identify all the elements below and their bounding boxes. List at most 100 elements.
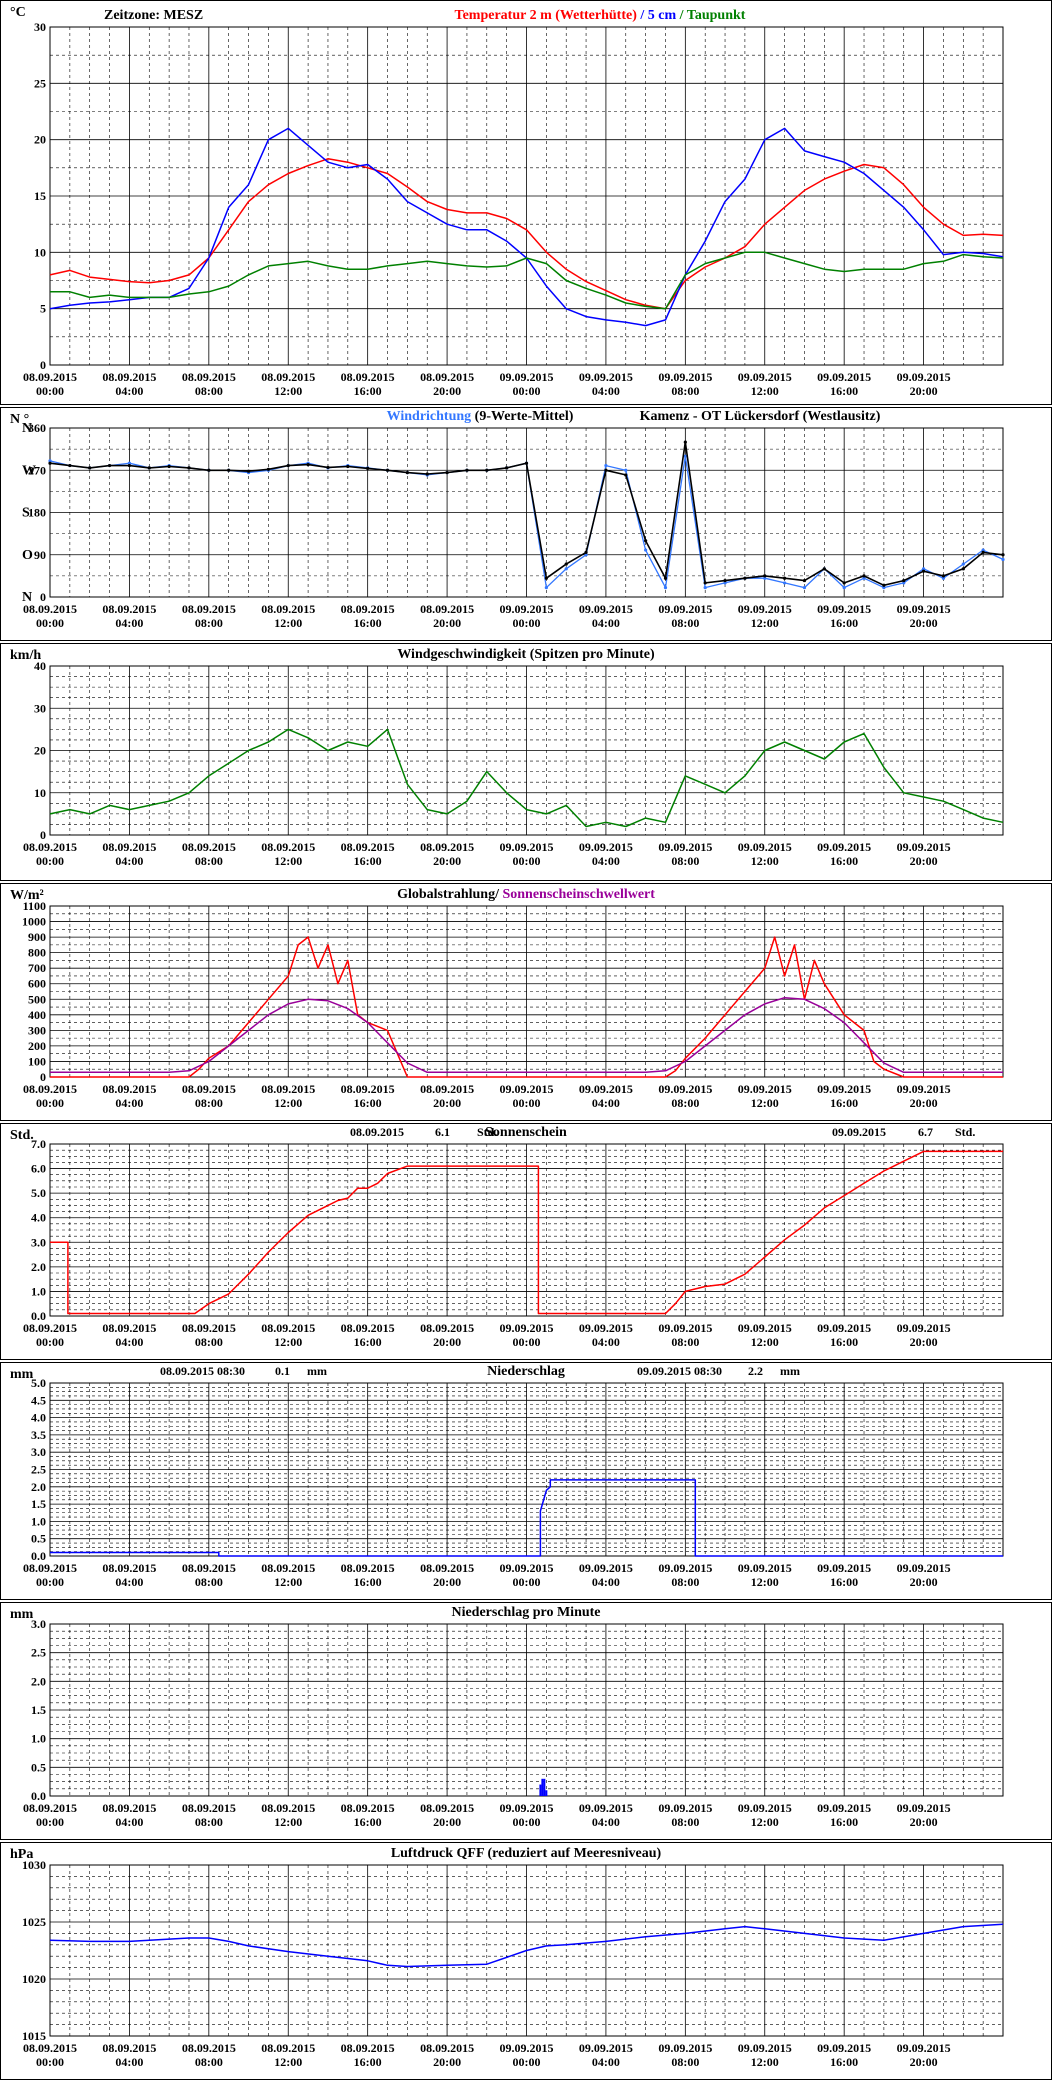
x-tick-time: 04:00 bbox=[115, 616, 143, 630]
series-line bbox=[49, 1923, 1004, 1968]
x-tick-date: 09.09.2015 bbox=[658, 602, 712, 616]
x-tick-date: 08.09.2015 bbox=[182, 602, 236, 616]
y-tick-label: 90 bbox=[34, 548, 46, 562]
x-tick-date: 09.09.2015 bbox=[500, 602, 554, 616]
data-point bbox=[624, 473, 628, 477]
x-tick-date: 09.09.2015 bbox=[658, 1082, 712, 1096]
x-tick-date: 08.09.2015 bbox=[23, 1321, 77, 1335]
data-point bbox=[902, 581, 906, 585]
x-tick-time: 12:00 bbox=[751, 1096, 779, 1110]
unit-label: W/m² bbox=[10, 888, 44, 903]
x-tick-date: 09.09.2015 bbox=[738, 1082, 792, 1096]
x-tick-date: 08.09.2015 bbox=[261, 370, 315, 384]
panel-frame bbox=[0, 1362, 1052, 1600]
x-tick-date: 09.09.2015 bbox=[658, 370, 712, 384]
direction-label: N bbox=[22, 590, 32, 605]
title-part: Sonnenscheinschwellwert bbox=[499, 887, 655, 902]
x-tick-time: 08:00 bbox=[195, 384, 223, 398]
x-tick-date: 08.09.2015 bbox=[261, 602, 315, 616]
x-tick-time: 16:00 bbox=[830, 616, 858, 630]
y-tick-label: 4.0 bbox=[31, 1211, 46, 1225]
annotation-value: 2.2 bbox=[748, 1364, 763, 1378]
x-tick-date: 09.09.2015 bbox=[738, 1561, 792, 1575]
x-tick-date: 09.09.2015 bbox=[658, 1561, 712, 1575]
x-tick-date: 08.09.2015 bbox=[420, 1801, 474, 1815]
x-tick-time: 16:00 bbox=[354, 1815, 382, 1829]
x-tick-time: 12:00 bbox=[274, 1335, 302, 1349]
x-tick-time: 08:00 bbox=[671, 1575, 699, 1589]
data-point bbox=[604, 463, 608, 468]
x-tick-date: 08.09.2015 bbox=[341, 602, 395, 616]
x-tick-time: 12:00 bbox=[274, 384, 302, 398]
x-tick-date: 08.09.2015 bbox=[341, 1561, 395, 1575]
x-tick-date: 09.09.2015 bbox=[579, 1082, 633, 1096]
plot-frame bbox=[49, 427, 1004, 598]
x-tick-time: 00:00 bbox=[36, 854, 64, 868]
chart-title: Niederschlag bbox=[487, 1364, 565, 1379]
x-tick-date: 09.09.2015 bbox=[500, 1801, 554, 1815]
x-tick-time: 20:00 bbox=[433, 616, 461, 630]
y-tick-label: 0.5 bbox=[31, 1532, 46, 1546]
panel-frame bbox=[0, 883, 1052, 1121]
annotation-value: 6.1 bbox=[435, 1125, 450, 1139]
panel-frame bbox=[0, 1602, 1052, 1840]
data-point bbox=[961, 562, 965, 566]
title-part: Windrichtung bbox=[387, 409, 472, 424]
panel-frame bbox=[0, 407, 1052, 641]
plot-frame bbox=[49, 1864, 1004, 2037]
x-tick-time: 00:00 bbox=[513, 1815, 541, 1829]
data-point bbox=[227, 468, 231, 472]
panel-frame bbox=[0, 1123, 1052, 1360]
chart-title: Niederschlag pro Minute bbox=[451, 1605, 600, 1620]
x-tick-time: 16:00 bbox=[354, 1335, 382, 1349]
x-tick-date: 08.09.2015 bbox=[420, 370, 474, 384]
x-tick-time: 08:00 bbox=[671, 616, 699, 630]
plot-frame bbox=[49, 1623, 1004, 1797]
x-tick-time: 12:00 bbox=[751, 616, 779, 630]
data-point bbox=[266, 467, 270, 471]
unit-label: N ° bbox=[10, 412, 29, 427]
x-tick-date: 08.09.2015 bbox=[420, 1321, 474, 1335]
x-tick-date: 08.09.2015 bbox=[261, 1321, 315, 1335]
x-tick-date: 09.09.2015 bbox=[658, 1801, 712, 1815]
y-tick-label: 10 bbox=[34, 786, 46, 800]
y-tick-label: 0 bbox=[40, 1070, 46, 1084]
y-tick-label: 2.0 bbox=[31, 1674, 46, 1688]
x-tick-date: 09.09.2015 bbox=[897, 2041, 951, 2055]
x-tick-time: 20:00 bbox=[433, 2055, 461, 2069]
x-tick-time: 20:00 bbox=[433, 1096, 461, 1110]
data-point bbox=[167, 464, 171, 469]
plot-frame bbox=[49, 1143, 1004, 1317]
data-point bbox=[763, 576, 767, 580]
x-tick-time: 12:00 bbox=[751, 1815, 779, 1829]
x-tick-time: 00:00 bbox=[36, 384, 64, 398]
x-tick-date: 09.09.2015 bbox=[579, 1561, 633, 1575]
x-tick-time: 04:00 bbox=[592, 1575, 620, 1589]
x-tick-time: 00:00 bbox=[36, 1335, 64, 1349]
x-tick-date: 08.09.2015 bbox=[23, 370, 77, 384]
annotation-value: 6.7 bbox=[918, 1125, 933, 1139]
series-line bbox=[50, 1479, 1003, 1557]
x-tick-time: 08:00 bbox=[195, 1335, 223, 1349]
x-tick-time: 20:00 bbox=[433, 1575, 461, 1589]
title-part: Luftdruck QFF (reduziert auf Meeresnivea… bbox=[391, 1846, 662, 1861]
x-tick-time: 08:00 bbox=[195, 1575, 223, 1589]
x-tick-time: 04:00 bbox=[115, 1335, 143, 1349]
data-point bbox=[187, 466, 191, 470]
data-point bbox=[644, 539, 648, 543]
x-tick-time: 20:00 bbox=[433, 384, 461, 398]
y-tick-label: 3.5 bbox=[31, 1428, 46, 1442]
x-tick-date: 09.09.2015 bbox=[500, 370, 554, 384]
x-tick-time: 20:00 bbox=[910, 2055, 938, 2069]
x-tick-date: 09.09.2015 bbox=[817, 2041, 871, 2055]
x-tick-time: 04:00 bbox=[115, 384, 143, 398]
x-tick-time: 16:00 bbox=[830, 1815, 858, 1829]
x-tick-time: 12:00 bbox=[751, 1575, 779, 1589]
x-tick-time: 08:00 bbox=[195, 1096, 223, 1110]
data-point bbox=[1001, 557, 1005, 562]
x-tick-time: 20:00 bbox=[910, 616, 938, 630]
x-tick-date: 09.09.2015 bbox=[897, 1561, 951, 1575]
annotation-date: 09.09.2015 bbox=[832, 1125, 886, 1139]
x-tick-date: 08.09.2015 bbox=[102, 1321, 156, 1335]
title-part: (9-Werte-Mittel) bbox=[471, 409, 574, 424]
